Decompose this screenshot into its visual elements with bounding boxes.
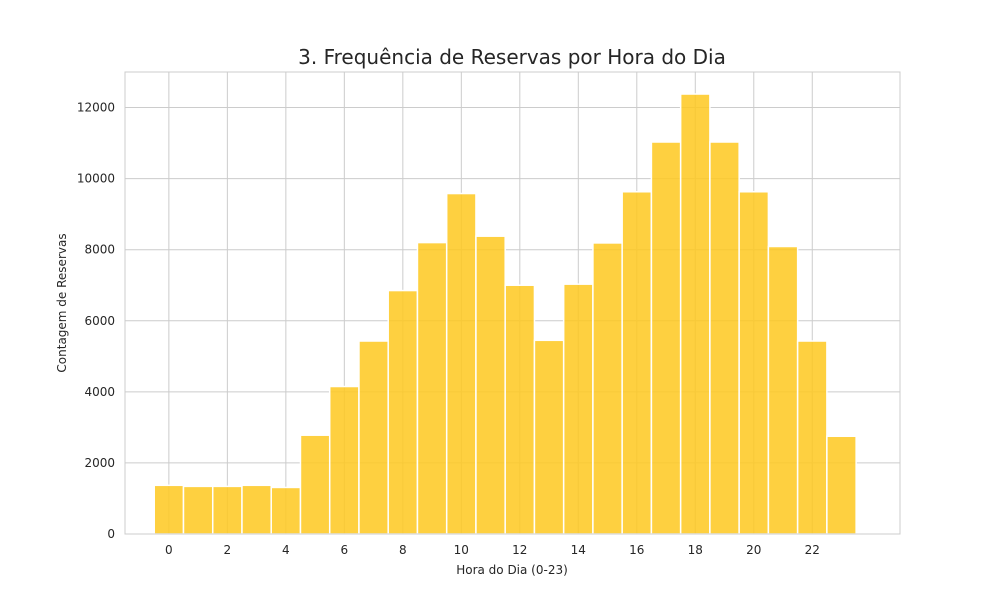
bar-hour-19 [709, 141, 740, 535]
y-tick-label: 6000 [84, 314, 115, 328]
bar-hour-2 [211, 485, 243, 535]
x-tick-label: 0 [165, 543, 173, 557]
y-tick-label: 10000 [77, 172, 115, 186]
x-tick-label: 16 [629, 543, 644, 557]
bar-hour-16 [621, 191, 653, 535]
bar-hour-20 [738, 191, 770, 535]
bar-hour-1 [182, 485, 214, 535]
y-axis-label: Contagem de Reservas [55, 233, 69, 372]
bar-hour-3 [241, 484, 272, 535]
y-tick-label: 2000 [84, 456, 115, 470]
y-tick-labels: 0 2000 4000 6000 8000 10000 12000 [77, 101, 115, 541]
bar-hour-14 [562, 283, 594, 535]
bar-hour-7 [358, 340, 389, 535]
bar-hour-5 [299, 434, 331, 535]
x-tick-label: 22 [805, 543, 820, 557]
bar-hour-9 [416, 241, 448, 535]
bar-hour-17 [650, 141, 682, 535]
bar-hour-15 [592, 242, 623, 535]
x-tick-label: 4 [282, 543, 290, 557]
y-tick-label: 0 [107, 527, 115, 541]
x-tick-label: 20 [746, 543, 761, 557]
y-tick-label: 12000 [77, 101, 115, 115]
bar-hour-10 [445, 192, 477, 535]
y-tick-label: 8000 [84, 243, 115, 257]
bars [153, 93, 857, 535]
y-tick-label: 4000 [84, 385, 115, 399]
x-tick-label: 12 [512, 543, 527, 557]
x-axis-label: Hora do Dia (0-23) [456, 563, 568, 577]
x-tick-label: 8 [399, 543, 407, 557]
bar-hour-21 [767, 245, 799, 535]
bar-hour-13 [533, 339, 565, 535]
bar-hour-4 [270, 486, 302, 535]
bar-hour-22 [796, 340, 828, 535]
bar-hour-23 [826, 435, 857, 535]
chart-title: 3. Frequência de Reservas por Hora do Di… [298, 45, 726, 69]
x-tick-label: 10 [454, 543, 469, 557]
x-tick-label: 18 [688, 543, 703, 557]
x-tick-labels: 0 2 4 6 8 10 12 14 16 18 20 22 [165, 543, 820, 557]
bar-hour-11 [475, 235, 506, 535]
x-tick-label: 6 [341, 543, 349, 557]
bar-hour-8 [387, 289, 419, 535]
x-tick-label: 14 [571, 543, 586, 557]
bar-hour-12 [504, 284, 536, 535]
bar-hour-6 [328, 385, 360, 535]
bar-hour-18 [679, 93, 711, 535]
x-tick-label: 2 [224, 543, 232, 557]
bar-hour-0 [153, 484, 185, 535]
plot-frame [124, 71, 901, 535]
